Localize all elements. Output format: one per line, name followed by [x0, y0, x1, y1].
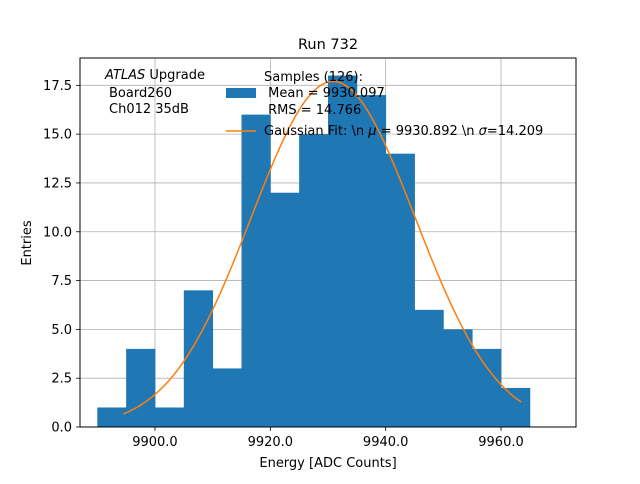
legend-hist-swatch	[226, 88, 256, 98]
histogram-bar	[385, 153, 415, 427]
y-tick-label: 12.5	[43, 176, 72, 191]
legend: Samples (126): Mean = 9930.097 RMS = 14.…	[226, 70, 543, 139]
histogram-bar	[299, 134, 329, 427]
x-tick-label: 9920.0	[248, 435, 294, 450]
histogram-bar	[183, 290, 214, 427]
histogram-bar	[241, 114, 271, 427]
histogram-bar	[472, 348, 502, 427]
annotation-channel: Ch012 35dB	[109, 102, 189, 117]
annotation-board: Board260	[109, 86, 172, 101]
legend-hist-mean: Mean = 9930.097	[264, 86, 385, 101]
x-axis-label: Energy [ADC Counts]	[259, 456, 396, 471]
annotation-atlas: ATLAS	[104, 68, 145, 83]
histogram-bar	[270, 192, 300, 427]
histogram-bars	[97, 75, 531, 428]
histogram-bar	[212, 368, 242, 427]
x-tick-label: 9900.0	[132, 435, 178, 450]
y-axis-ticks: 0.0 2.5 5.0 7.5 10.0 12.5 15.0 17.5	[43, 79, 80, 436]
legend-hist-rms: RMS = 14.766	[264, 103, 361, 118]
histogram-bar	[501, 387, 531, 427]
y-tick-label: 7.5	[51, 274, 72, 289]
y-tick-label: 5.0	[51, 323, 72, 338]
legend-hist-line1: Samples (126):	[264, 70, 363, 85]
atlas-annotation: ATLAS Upgrade Board260 Ch012 35dB	[104, 68, 205, 117]
x-axis-ticks: 9900.0 9920.0 9940.0 9960.0	[132, 427, 524, 450]
svg-text:ATLAS Upgrade: ATLAS Upgrade	[104, 68, 205, 83]
x-tick-label: 9940.0	[363, 435, 409, 450]
plot-frame	[79, 57, 577, 428]
histogram-bar	[443, 329, 473, 427]
histogram-bar	[328, 75, 358, 428]
histogram-bar	[126, 348, 156, 427]
y-tick-label: 17.5	[43, 79, 72, 94]
y-tick-label: 2.5	[51, 372, 72, 387]
gaussian-fit-group	[122, 80, 522, 415]
y-tick-label: 0.0	[51, 421, 72, 436]
y-tick-label: 15.0	[43, 128, 72, 143]
histogram-bar	[356, 95, 387, 427]
y-tick-label: 10.0	[43, 225, 72, 240]
histogram-bar	[414, 309, 444, 427]
chart-title: Run 732	[298, 37, 358, 53]
y-axis-label: Entries	[20, 220, 35, 266]
gaussian-fit-line	[122, 80, 522, 415]
histogram-bar	[97, 407, 127, 427]
histogram-bar	[154, 407, 185, 427]
x-tick-label: 9960.0	[478, 435, 524, 450]
legend-fit-text: Gaussian Fit: \n μ = 9930.892 \n σ=14.20…	[264, 124, 543, 139]
annotation-upgrade: Upgrade	[145, 68, 205, 83]
